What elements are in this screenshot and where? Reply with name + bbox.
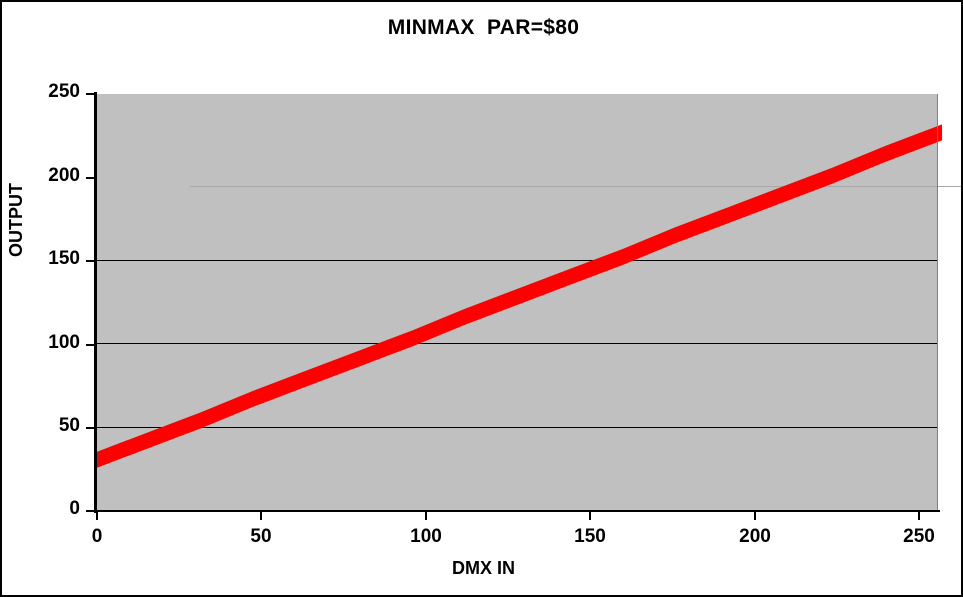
x-tick-50 <box>260 511 262 520</box>
x-tick-label-100: 100 <box>410 526 442 547</box>
x-tick-label-150: 150 <box>574 526 606 547</box>
x-axis-line <box>94 510 940 512</box>
x-tick-100 <box>425 511 427 520</box>
y-tick-label-50: 50 <box>58 415 80 436</box>
gridline-y-100 <box>96 427 938 428</box>
y-tick-label-150: 150 <box>48 248 80 269</box>
y-tick-50 <box>86 427 96 429</box>
x-tick-label-200: 200 <box>739 526 771 547</box>
x-tick-0 <box>96 511 98 520</box>
y-tick-0 <box>86 510 96 512</box>
x-tick-label-50: 50 <box>250 526 272 547</box>
y-tick-labels: 250 200 150 100 50 0 <box>30 2 80 595</box>
y-tick-200 <box>86 177 96 179</box>
x-tick-150 <box>589 511 591 520</box>
x-tick-label-0: 0 <box>91 526 103 547</box>
plot-right-border <box>937 94 938 510</box>
y-tick-label-0: 0 <box>69 498 80 519</box>
x-axis-title: DMX IN <box>452 558 515 578</box>
y-axis-title: OUTPUT <box>6 183 26 257</box>
y-tick-250 <box>86 93 96 95</box>
y-tick-100 <box>86 344 96 346</box>
gridline-y-200 <box>96 260 938 261</box>
x-tick-250 <box>918 511 920 520</box>
plot-top-border <box>190 186 961 187</box>
x-tick-label-250: 250 <box>903 526 935 547</box>
series-band-polygon <box>96 124 942 469</box>
gridline-y-150 <box>96 343 938 344</box>
data-series-red-ramp <box>96 124 942 469</box>
chart-title: MINMAX PAR=$80 <box>387 16 580 39</box>
y-tick-label-100: 100 <box>48 332 80 353</box>
x-tick-200 <box>754 511 756 520</box>
y-tick-150 <box>86 260 96 262</box>
y-axis-line <box>94 92 97 513</box>
y-tick-label-200: 200 <box>48 165 80 186</box>
y-tick-label-250: 250 <box>48 81 80 102</box>
